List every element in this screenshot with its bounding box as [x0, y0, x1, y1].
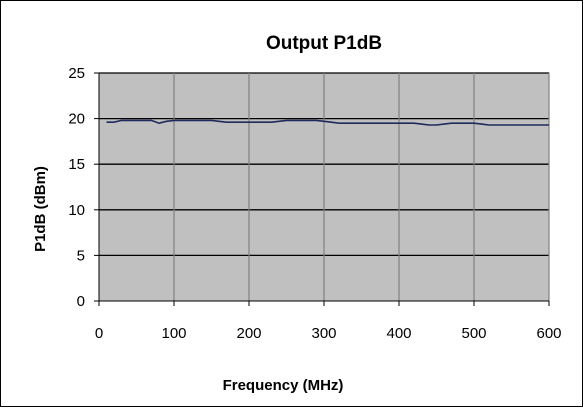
y-tick-label: 0	[77, 293, 85, 310]
chart-title: Output P1dB	[266, 33, 382, 54]
x-tick-label: 100	[161, 325, 186, 342]
y-tick-label: 20	[68, 111, 85, 128]
y-tick-label: 25	[68, 65, 85, 82]
x-tick-label: 200	[236, 325, 261, 342]
x-tick-labels: 0 100 200 300 400 500 600	[95, 325, 562, 342]
series-layer	[106, 119, 549, 126]
x-axis-label: Frequency (MHz)	[223, 377, 344, 394]
y-tick-label: 15	[68, 156, 85, 173]
x-tick-label: 0	[95, 325, 103, 342]
y-tick-labels: 0 5 10 15 20 25	[68, 65, 85, 310]
x-tick-label: 300	[311, 325, 336, 342]
x-tick-label: 600	[536, 325, 561, 342]
y-axis-label: P1dB (dBm)	[32, 166, 49, 252]
axes	[94, 72, 550, 306]
series-line	[106, 119, 549, 126]
x-tick-label: 500	[461, 325, 486, 342]
gridlines	[99, 72, 550, 301]
x-tick-label: 400	[386, 325, 411, 342]
y-tick-label: 10	[68, 202, 85, 219]
y-tick-label: 5	[77, 247, 85, 264]
